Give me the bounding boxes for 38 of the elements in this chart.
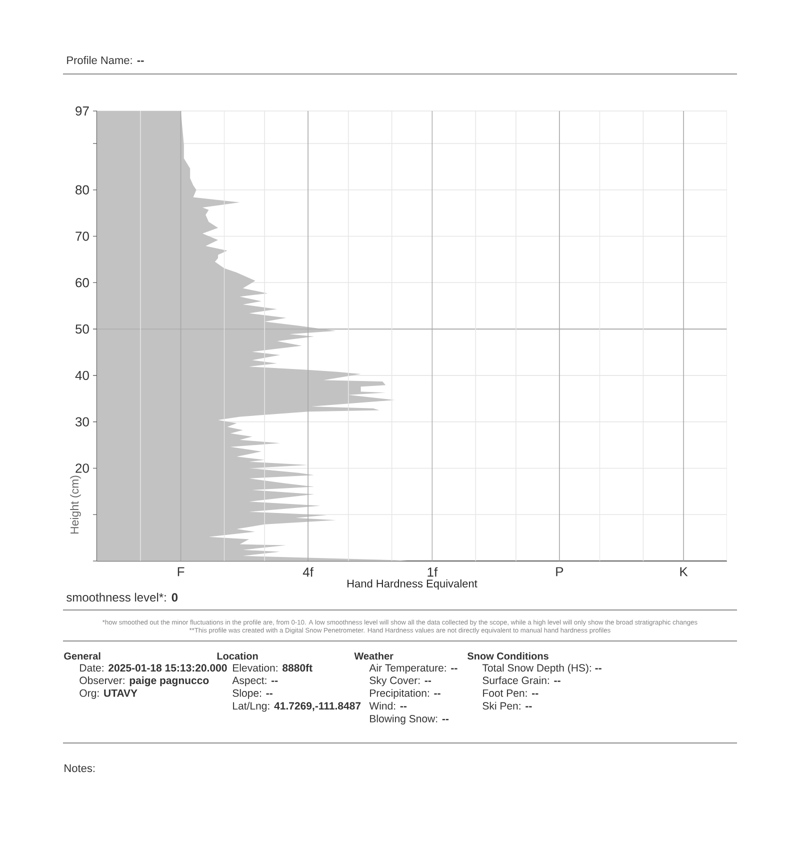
text: Date: 2025-01-18 15:13:20.000 [80,664,227,672]
text: Aspect: -- [232,676,278,686]
y-tick-label: 70 [76,232,89,241]
y-axis-title: Height (cm) [70,476,81,534]
y-tick-label: 50 [76,324,89,334]
ref-line-label: P [556,567,564,576]
y-tick-label: 97 [76,106,89,116]
text: Precipitation: -- [370,689,440,699]
ref-line-label: 1f [428,567,438,577]
text: Wind: -- [369,702,406,710]
text: Ski Pen: -- [482,702,532,710]
text: Elevation: 8880ft [233,664,312,672]
text: General [64,652,100,660]
ref-line-label: F [178,567,184,576]
ref-line-label: K [680,567,688,576]
text: Total Snow Depth (HS): -- [482,664,602,674]
y-tick-label: 30 [76,417,89,426]
text: Slope: -- [232,689,272,699]
text: Blowing Snow: -- [370,714,449,724]
text: Surface Grain: -- [482,676,560,684]
ref-line-label: 4f [302,567,314,577]
text: Foot Pen: -- [483,689,538,697]
text: Notes: [64,764,94,772]
y-tick-label: 20 [76,464,89,473]
text: Location [217,652,258,660]
text: Air Temperature: -- [369,664,458,674]
text: Org: UTAVY [80,689,138,699]
y-tick-label: 80 [76,185,89,194]
y-tick-label: 60 [76,278,89,288]
text: Lat/Lng: 41.7269,-111.8487 [233,702,361,712]
text: Sky Cover: -- [370,676,432,686]
text: smoothness level*: 0 [66,592,178,602]
x-axis-title: Hand Hardness Equivalent [347,579,478,590]
text: Weather [354,652,394,660]
text: Observer: paige pagnucco [80,676,209,686]
chart-title: Profile Name: -- [67,56,144,64]
text: Snow Conditions [467,652,548,660]
y-tick-label: 40 [75,370,89,380]
